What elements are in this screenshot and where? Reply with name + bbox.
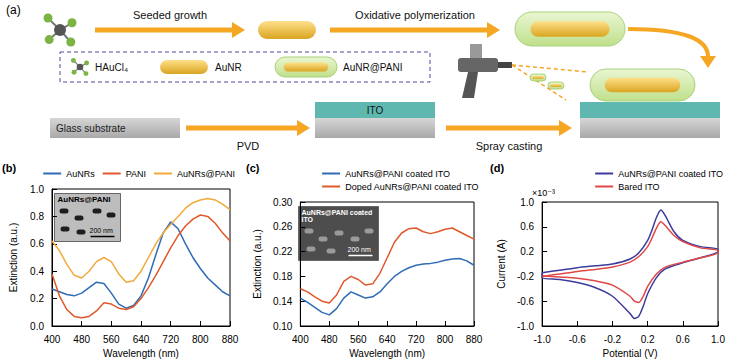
svg-text:-0.6: -0.6: [569, 334, 587, 345]
svg-text:(a): (a): [6, 3, 21, 17]
svg-text:Bared ITO: Bared ITO: [618, 182, 659, 192]
svg-text:720: 720: [162, 334, 179, 345]
svg-text:0.2: 0.2: [520, 246, 534, 257]
svg-text:Wavelength (nm): Wavelength (nm): [103, 348, 179, 359]
svg-text:0.4: 0.4: [30, 266, 44, 277]
svg-text:Oxidative polymerization: Oxidative polymerization: [355, 9, 475, 21]
svg-text:(c): (c): [246, 162, 260, 174]
svg-text:(b): (b): [2, 162, 16, 174]
svg-text:1.0: 1.0: [30, 184, 44, 195]
svg-text:880: 880: [466, 334, 483, 345]
svg-text:AuNRs: AuNRs: [66, 169, 95, 179]
svg-text:ITO: ITO: [367, 105, 384, 116]
svg-text:-0.6: -0.6: [517, 296, 535, 307]
svg-text:ITO: ITO: [302, 216, 314, 223]
svg-text:0.14: 0.14: [273, 296, 293, 307]
svg-text:0.18: 0.18: [273, 271, 293, 282]
svg-text:-1.0: -1.0: [517, 321, 535, 332]
svg-text:Wavelength (nm): Wavelength (nm): [349, 348, 425, 359]
svg-text:640: 640: [133, 334, 150, 345]
svg-text:-0.2: -0.2: [604, 334, 622, 345]
svg-text:AuNRs@PANI: AuNRs@PANI: [177, 169, 235, 179]
svg-text:0.2: 0.2: [641, 334, 655, 345]
svg-text:AuNRs@PANI coated ITO: AuNRs@PANI coated ITO: [345, 169, 450, 179]
svg-text:0.26: 0.26: [273, 221, 293, 232]
svg-text:0.10: 0.10: [273, 321, 293, 332]
svg-text:1.0: 1.0: [711, 334, 725, 345]
svg-text:Seeded growth: Seeded growth: [133, 9, 207, 21]
svg-text:800: 800: [437, 334, 454, 345]
svg-text:400: 400: [292, 334, 309, 345]
svg-text:480: 480: [321, 334, 338, 345]
svg-text:Spray casting: Spray casting: [476, 140, 543, 152]
svg-text:Current (A): Current (A): [496, 239, 507, 288]
svg-text:0.30: 0.30: [273, 197, 293, 208]
svg-text:×10⁻³: ×10⁻³: [532, 188, 555, 198]
svg-text:0.22: 0.22: [273, 246, 293, 257]
svg-text:PVD: PVD: [237, 140, 260, 152]
svg-text:Extinction (a.u.): Extinction (a.u.): [8, 223, 19, 292]
svg-text:640: 640: [379, 334, 396, 345]
svg-text:560: 560: [350, 334, 367, 345]
svg-text:Glass substrate: Glass substrate: [56, 123, 126, 134]
svg-text:560: 560: [103, 334, 120, 345]
svg-text:-0.2: -0.2: [517, 271, 535, 282]
svg-text:800: 800: [192, 334, 209, 345]
svg-text:400: 400: [44, 334, 61, 345]
svg-text:AuNRs@PANI: AuNRs@PANI: [58, 195, 111, 204]
svg-text:200 nm: 200 nm: [348, 246, 372, 253]
svg-text:0.0: 0.0: [30, 321, 44, 332]
svg-text:HAuCl₄: HAuCl₄: [95, 62, 128, 73]
svg-text:880: 880: [222, 334, 239, 345]
svg-text:AuNRs@PANI coated ITO: AuNRs@PANI coated ITO: [618, 169, 723, 179]
svg-text:0.2: 0.2: [30, 293, 44, 304]
svg-text:Doped AuNRs@PANI coated ITO: Doped AuNRs@PANI coated ITO: [345, 182, 478, 192]
svg-text:Potential (V): Potential (V): [603, 348, 658, 359]
svg-text:AuNR: AuNR: [215, 62, 242, 73]
svg-text:0.8: 0.8: [30, 211, 44, 222]
svg-text:AuNR@PANI: AuNR@PANI: [343, 62, 402, 73]
svg-text:0.6: 0.6: [520, 221, 534, 232]
svg-text:(d): (d): [490, 162, 504, 174]
svg-text:480: 480: [73, 334, 90, 345]
svg-text:0.6: 0.6: [676, 334, 690, 345]
svg-text:AuNRs@PANI coated: AuNRs@PANI coated: [302, 209, 373, 216]
svg-text:200 nm: 200 nm: [90, 227, 114, 234]
svg-text:0.6: 0.6: [30, 238, 44, 249]
svg-text:-1.0: -1.0: [534, 334, 552, 345]
svg-text:720: 720: [408, 334, 425, 345]
svg-text:Extinction (a.u.): Extinction (a.u.): [252, 229, 263, 298]
svg-text:PANI: PANI: [126, 169, 146, 179]
svg-text:1.0: 1.0: [520, 197, 534, 208]
